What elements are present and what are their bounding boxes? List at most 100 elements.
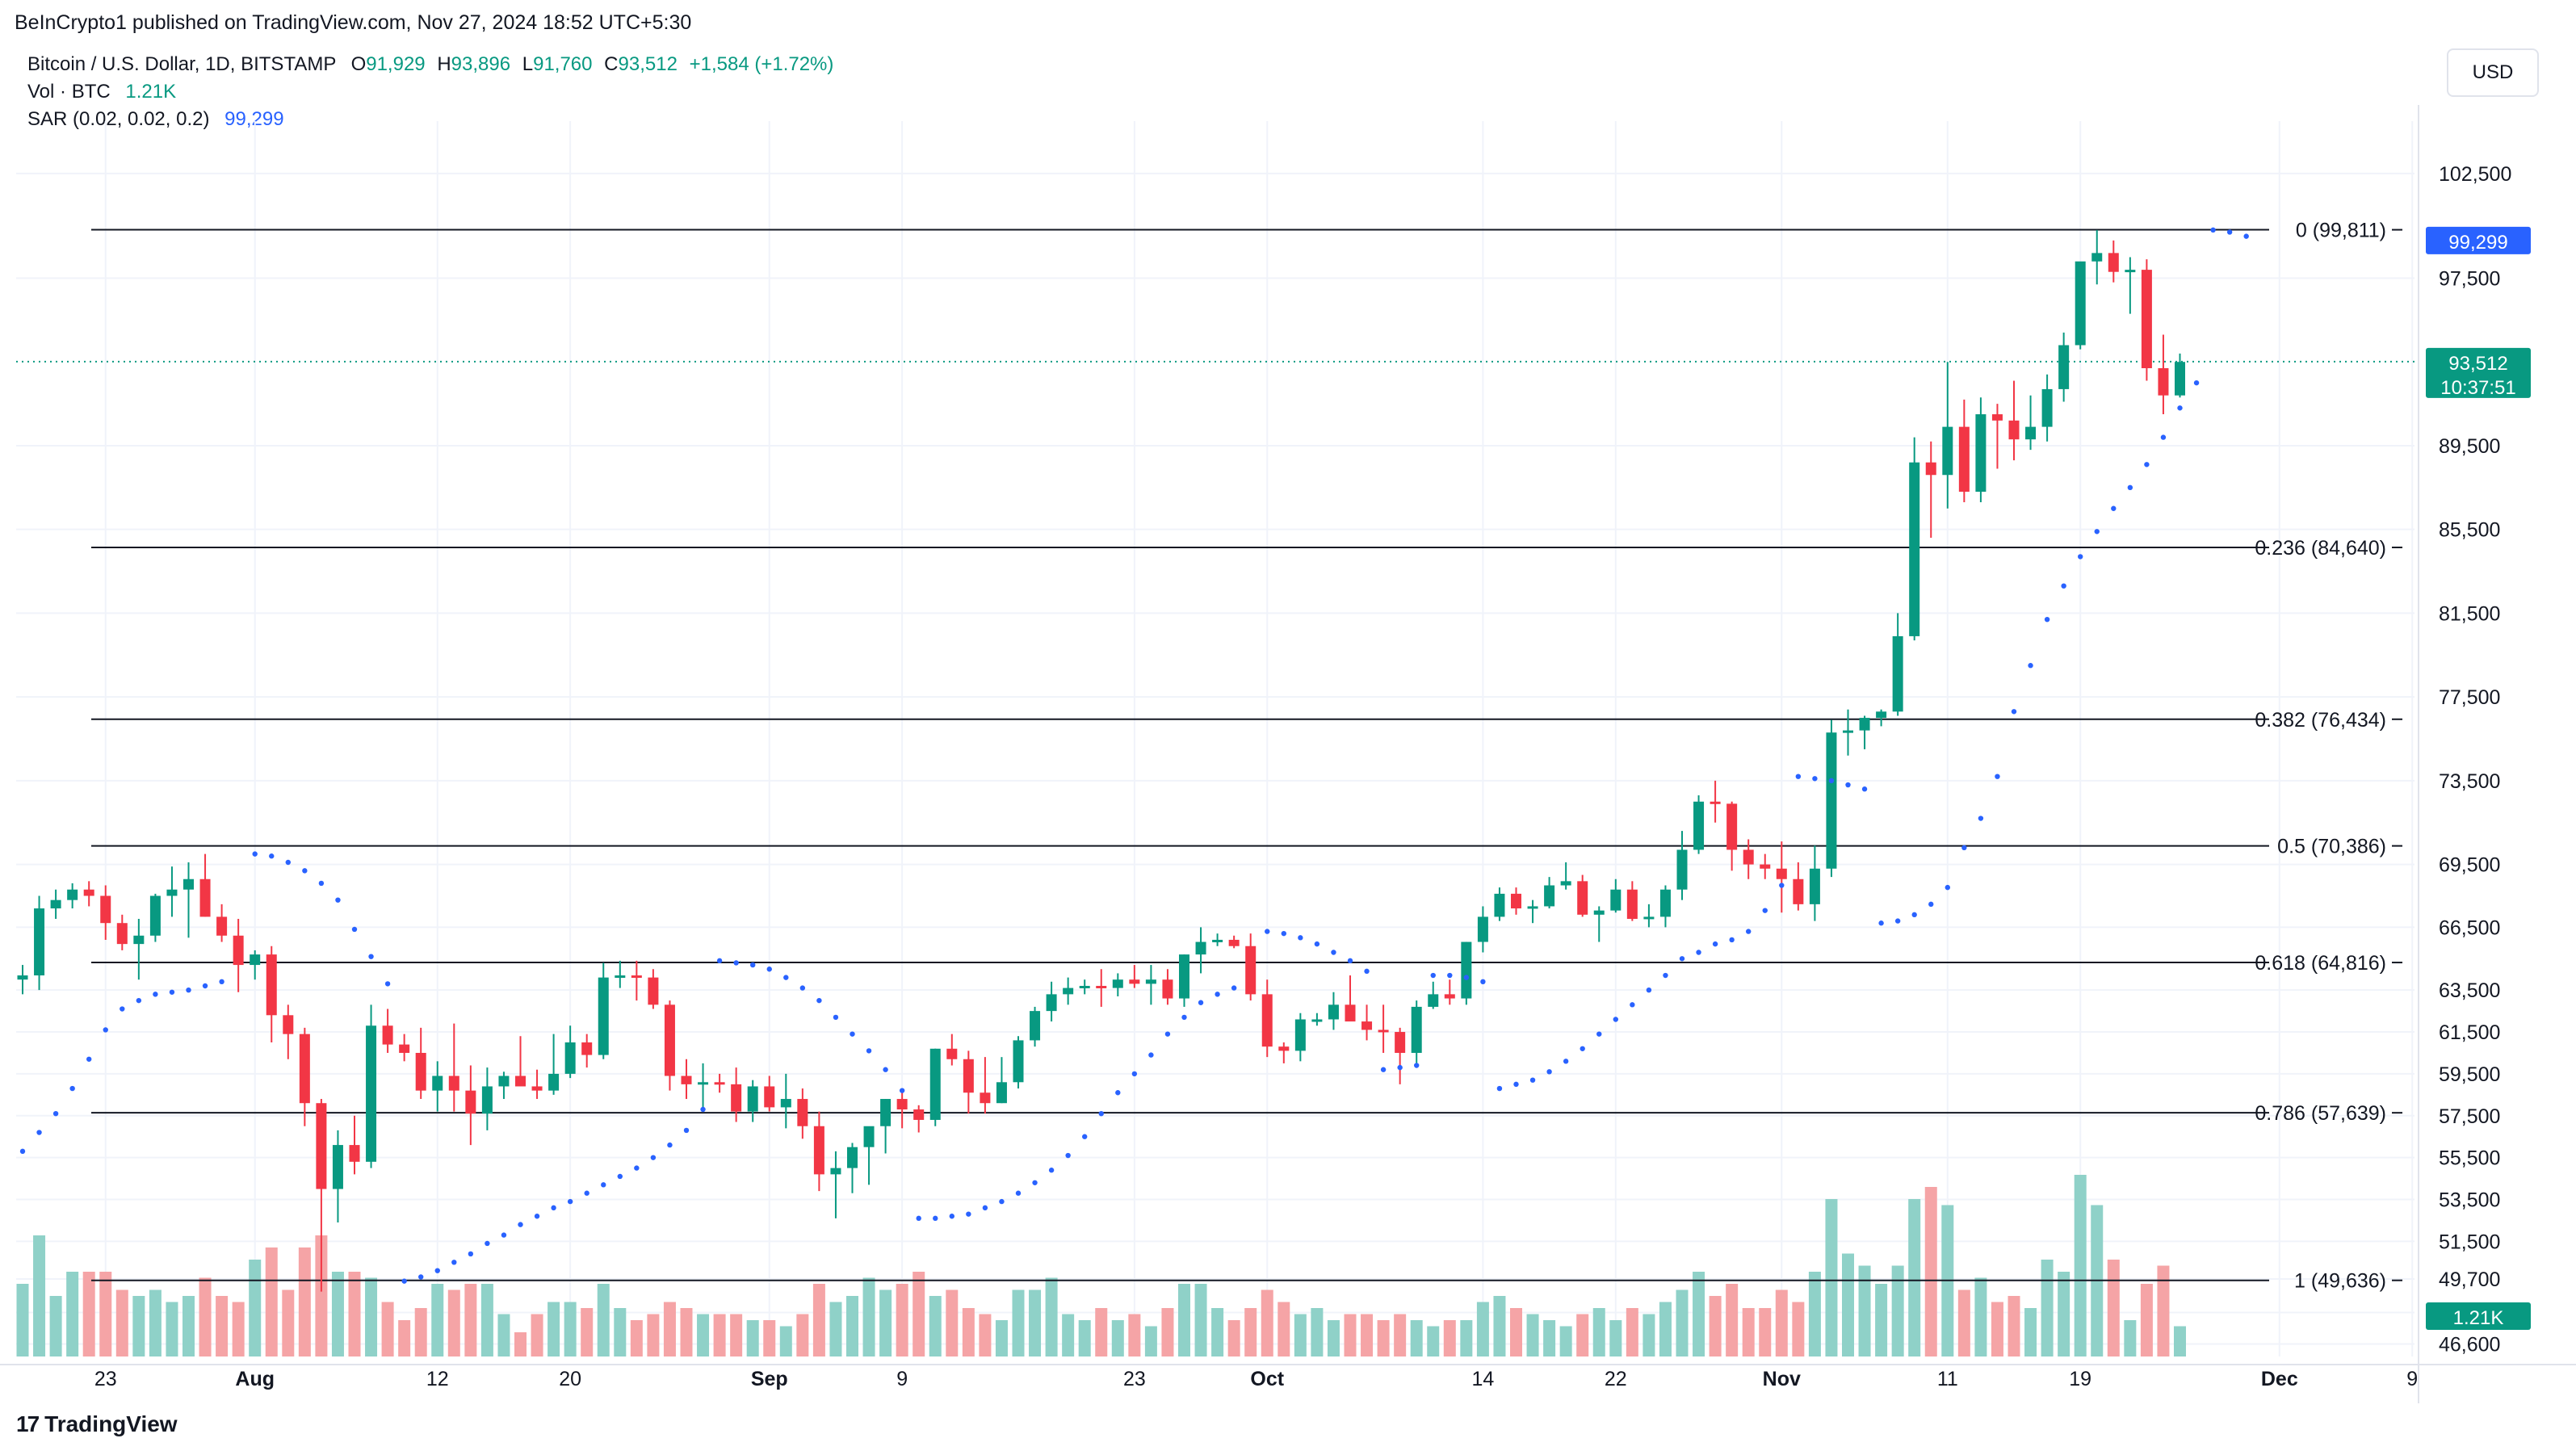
candle-body xyxy=(448,1076,459,1091)
y-tick-label: 66,500 xyxy=(2439,916,2500,939)
volume-bar xyxy=(746,1320,759,1356)
sar-dot xyxy=(1928,901,1934,908)
candle-body xyxy=(133,935,145,945)
volume-bar xyxy=(1062,1314,1075,1356)
sar-dot xyxy=(1181,1014,1187,1021)
sar-dot xyxy=(1331,950,1336,955)
volume-bar xyxy=(1742,1308,1755,1356)
volume-bar xyxy=(514,1332,527,1356)
sar-dot xyxy=(1729,937,1735,943)
candle-body xyxy=(1676,849,1688,890)
volume-bar xyxy=(464,1284,477,1356)
volume-bar xyxy=(2074,1175,2087,1356)
volume-bar xyxy=(216,1296,229,1356)
volume-bar xyxy=(896,1284,908,1356)
volume-bar xyxy=(1924,1187,1937,1356)
sar-dot xyxy=(269,853,275,859)
volume-bar xyxy=(763,1320,776,1356)
volume-bar xyxy=(1194,1284,1207,1356)
volume-bar xyxy=(630,1320,643,1356)
candle-body xyxy=(266,954,277,1016)
volume-bar xyxy=(497,1314,510,1356)
volume-bar xyxy=(365,1277,378,1356)
candle-body xyxy=(830,1168,841,1175)
volume-value: 1.21K xyxy=(125,81,177,103)
sar-dot xyxy=(1978,816,1984,821)
tradingview-logo[interactable]: 17 TradingView xyxy=(16,1411,178,1437)
x-tick-label: 12 xyxy=(426,1368,449,1390)
volume-bar xyxy=(381,1302,394,1356)
volume-bar xyxy=(979,1314,992,1356)
candle-body xyxy=(216,916,228,936)
sar-dot xyxy=(1447,972,1453,979)
candle-body xyxy=(1942,426,1953,476)
y-tick-label: 51,500 xyxy=(2439,1231,2500,1253)
sar-dot xyxy=(1779,883,1785,888)
candle-body xyxy=(1527,906,1538,909)
candle-body xyxy=(116,923,128,945)
y-tick-label: 85,500 xyxy=(2439,519,2500,542)
volume-bar xyxy=(1759,1308,1772,1356)
candle-body xyxy=(1659,889,1671,917)
sar-dot xyxy=(1347,958,1353,964)
sar-dot xyxy=(2226,229,2233,235)
high-value: 93,896 xyxy=(451,53,511,75)
candle-body xyxy=(1760,864,1771,869)
sar-dot xyxy=(302,868,308,874)
sar-dot xyxy=(219,979,224,985)
change-value: +1,584 (+1.72%) xyxy=(689,53,834,75)
volume-bar xyxy=(812,1284,825,1356)
candle-body xyxy=(1395,1032,1406,1053)
candle-body xyxy=(598,977,609,1055)
sar-dot xyxy=(567,1198,573,1205)
volume-bar xyxy=(1792,1302,1805,1356)
volume-bar xyxy=(398,1320,411,1356)
volume-bar xyxy=(2174,1326,2186,1356)
volume-bar xyxy=(614,1308,627,1356)
sar-dot xyxy=(335,897,341,903)
candle-body xyxy=(531,1086,543,1091)
candle-body xyxy=(1444,994,1455,999)
sar-dot xyxy=(169,989,175,995)
sar-dot xyxy=(1065,1152,1071,1159)
symbol-name: Bitcoin / U.S. Dollar, 1D, BITSTAMP xyxy=(27,53,336,75)
currency-button[interactable]: USD xyxy=(2447,48,2539,97)
open-value: 91,929 xyxy=(366,53,426,75)
volume-bar xyxy=(1842,1253,1854,1356)
volume-bar xyxy=(1111,1320,1124,1356)
volume-bar xyxy=(1825,1199,1838,1356)
sar-dot xyxy=(1646,987,1652,993)
volume-bar xyxy=(531,1314,543,1356)
fib-level-label: 1 (49,636) xyxy=(2294,1270,2386,1293)
volume-bar xyxy=(846,1296,858,1356)
sar-dot xyxy=(634,1165,640,1171)
volume-bar xyxy=(1144,1326,1157,1356)
sar-dot xyxy=(949,1214,955,1219)
sar-dot xyxy=(999,1198,1005,1205)
candle-body xyxy=(1096,986,1107,988)
y-tick-label: 69,500 xyxy=(2439,854,2500,877)
x-tick-label: 9 xyxy=(2406,1368,2418,1390)
fib-level-label: 0.618 (64,816) xyxy=(2255,952,2386,975)
candle-body xyxy=(896,1099,908,1109)
y-tick-label: 89,500 xyxy=(2439,435,2500,458)
volume-bar xyxy=(597,1284,610,1356)
volume-bar xyxy=(1559,1326,1572,1356)
sar-dot xyxy=(1048,1168,1055,1173)
sar-dot xyxy=(1563,1059,1569,1064)
candle-body xyxy=(1378,1029,1389,1033)
volume-bar xyxy=(2024,1308,2037,1356)
volume-bar xyxy=(149,1289,162,1356)
published-line: BeInCrypto1 published on TradingView.com… xyxy=(15,11,692,34)
low-label: L xyxy=(522,53,534,75)
sar-dot xyxy=(1828,778,1835,784)
sar-dot xyxy=(916,1215,921,1222)
volume-bar xyxy=(414,1308,427,1356)
sar-dot xyxy=(468,1251,474,1257)
x-tick-label: 14 xyxy=(1471,1368,1494,1390)
volume-bar xyxy=(2124,1320,2137,1356)
y-tick-label: 53,500 xyxy=(2439,1189,2500,1212)
candle-body xyxy=(913,1109,925,1120)
volume-bar xyxy=(1609,1320,1622,1356)
